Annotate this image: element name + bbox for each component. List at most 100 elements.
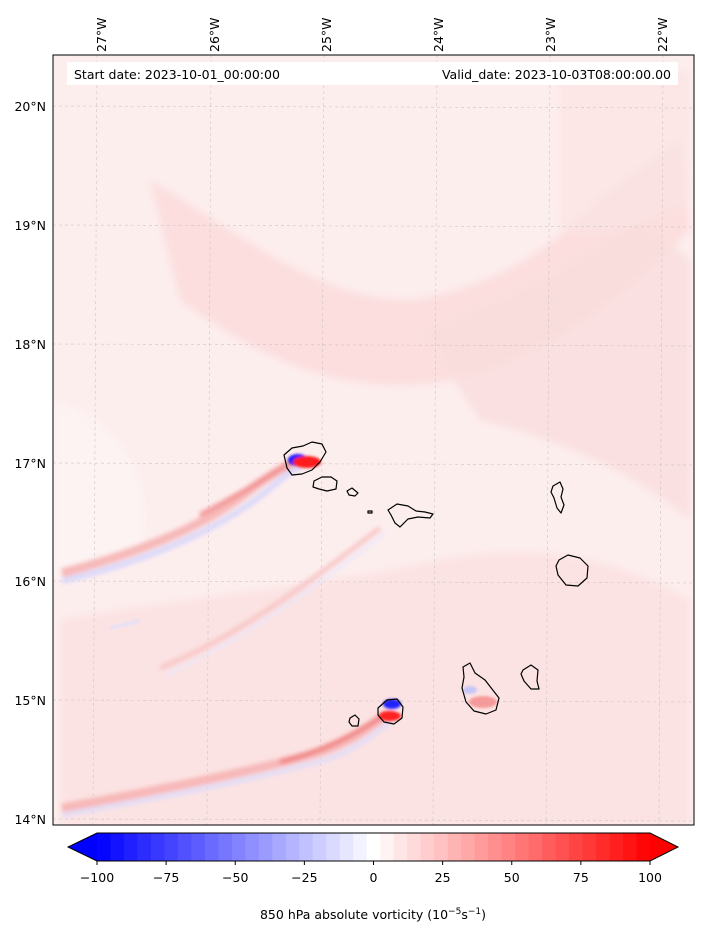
fogo-blue-lobe (383, 699, 401, 709)
pink-band-lower (60, 552, 690, 825)
colorbar-cell (137, 833, 152, 861)
lat-label-19n: 19°N (14, 218, 46, 233)
colorbar-cell (177, 833, 193, 861)
sao-nicolau-wake (159, 526, 386, 677)
fogo-red-lobe (379, 711, 401, 721)
pink-band-right (560, 70, 690, 234)
colorbar-title-exp2: −1 (468, 907, 481, 917)
valid-date-label: Valid_date: 2023-10-03T08:00:00.00 (442, 67, 671, 82)
colorbar-cell (474, 833, 489, 861)
colorbar-tick-label: −75 (153, 870, 179, 885)
lon-label-22w: 22°W (655, 17, 670, 52)
colorbar-cell (164, 833, 179, 861)
colorbar-tick-label: −50 (222, 870, 248, 885)
lat-label-17n: 17°N (14, 456, 46, 471)
blue-wisp (109, 618, 141, 630)
colorbar-cell (636, 833, 651, 861)
colorbar-cell (299, 833, 314, 861)
colorbar-cell (569, 833, 584, 861)
lat-label-16n: 16°N (14, 574, 46, 589)
colorbar-cell (272, 833, 287, 861)
colorbar-tick-label: 25 (435, 870, 451, 885)
colorbar-title-mid: s (461, 907, 468, 922)
colorbar-title-exp1: −5 (448, 907, 461, 917)
coastlines (283, 441, 589, 727)
island-fogo (377, 698, 404, 725)
colorbar-tick-label: −25 (291, 870, 317, 885)
colorbar-cells (97, 833, 651, 861)
map-panel: Start date: 2023-10-01_00:00:00 Valid_da… (53, 55, 694, 825)
colorbar-cell (393, 833, 408, 861)
lat-label-15n: 15°N (14, 693, 46, 708)
island-santiago (461, 662, 500, 715)
lat-label-20n: 20°N (14, 99, 46, 114)
colorbar-title: 850 hPa absolute vorticity (10−5s−1) (260, 907, 486, 922)
island-santo-antao (283, 441, 327, 476)
colorbar-cell (285, 833, 300, 861)
colorbar-cell (339, 833, 354, 861)
colorbar-cell (582, 833, 597, 861)
positive-vorticity-bands (53, 70, 690, 825)
fogo-wake (61, 708, 394, 818)
colorbar-cell (150, 833, 166, 861)
colorbar-cell (366, 833, 381, 861)
colorbar-cell (191, 833, 206, 861)
colorbar-cell (123, 833, 139, 861)
vorticity-wake-streaks (60, 455, 394, 818)
colorbar-cell (110, 833, 125, 861)
colorbar-cell (515, 833, 530, 861)
header-banner (67, 62, 678, 85)
colorbar-cell (609, 833, 624, 861)
colorbar-cell (596, 833, 611, 861)
island-maio (520, 664, 540, 690)
colorbar-cell (501, 833, 516, 861)
colorbar-cell (326, 833, 341, 861)
colorbar: −100 −75 −50 −25 0 25 50 75 100 850 hPa absolute… (66, 832, 680, 922)
pale-region-left (53, 400, 146, 580)
colorbar-cell (312, 833, 327, 861)
colorbar-title-end: ) (481, 907, 486, 922)
lon-label-27w: 27°W (94, 17, 109, 52)
colorbar-tick-label: 50 (504, 870, 520, 885)
colorbar-cell (407, 833, 422, 861)
lat-label-14n: 14°N (14, 812, 46, 827)
latitude-labels: 20°N 19°N 18°N 17°N 16°N 15°N 14°N (14, 99, 46, 827)
colorbar-cell (461, 833, 476, 861)
colorbar-cell (231, 833, 246, 861)
island-dipoles (288, 454, 497, 721)
island-sao-nicolau (387, 503, 434, 528)
colorbar-tick-label: 75 (573, 870, 589, 885)
colorbar-cell (97, 833, 112, 861)
santo-antao-wake (60, 455, 304, 584)
colorbar-cell (353, 833, 368, 861)
santo-antao-red-lobe (293, 456, 321, 468)
island-branco (367, 510, 373, 514)
island-santa-luzia (346, 487, 359, 497)
colorbar-cell (434, 833, 449, 861)
boa-vista-red-lobe (469, 696, 497, 708)
island-boa-vista (555, 554, 589, 587)
colorbar-cell (623, 833, 638, 861)
colorbar-cell (258, 833, 273, 861)
colorbar-cell (555, 833, 570, 861)
colorbar-tick-label: 0 (370, 870, 378, 885)
boa-vista-blue-lobe (463, 686, 477, 694)
lon-label-23w: 23°W (543, 17, 558, 52)
lon-label-24w: 24°W (431, 17, 446, 52)
colorbar-cell (245, 833, 260, 861)
colorbar-cell (218, 833, 233, 861)
grid-lines (53, 55, 694, 825)
colorbar-cell (380, 833, 395, 861)
colorbar-cell (447, 833, 462, 861)
map-frame (52, 54, 695, 826)
colorbar-tick-label: 100 (638, 870, 662, 885)
colorbar-cell (528, 833, 543, 861)
lon-label-26w: 26°W (207, 17, 222, 52)
colorbar-extend-min (68, 833, 97, 861)
colorbar-cell (204, 833, 219, 861)
island-sal (550, 481, 565, 514)
lat-label-18n: 18°N (14, 337, 46, 352)
start-date-label: Start date: 2023-10-01_00:00:00 (74, 67, 280, 82)
lon-label-25w: 25°W (319, 17, 334, 52)
